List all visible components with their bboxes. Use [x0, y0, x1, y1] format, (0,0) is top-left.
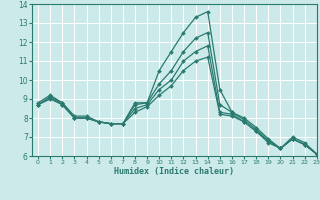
- X-axis label: Humidex (Indice chaleur): Humidex (Indice chaleur): [115, 167, 234, 176]
